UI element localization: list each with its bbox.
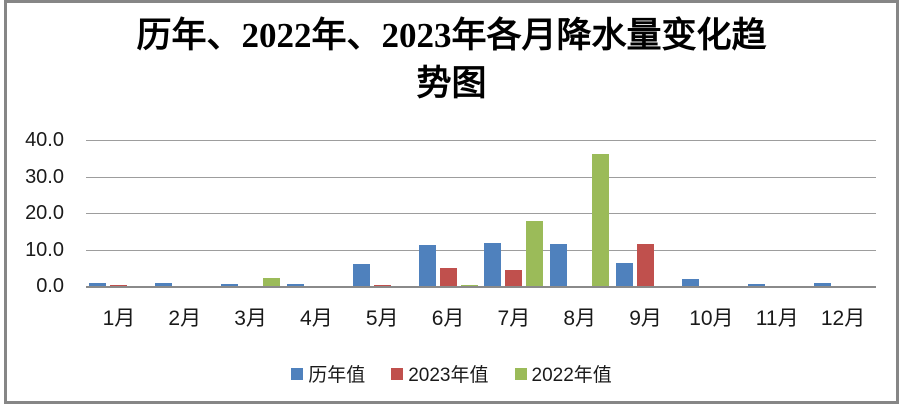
gridline: [86, 213, 876, 214]
legend: 历年值 2023年值 2022年值: [0, 360, 903, 387]
bar-历年值-1月: [89, 283, 107, 286]
bar-2023年值-7月: [505, 270, 523, 286]
y-tick-label: 10.0: [25, 238, 64, 261]
gridline: [86, 176, 876, 178]
month-group-8月: [547, 140, 613, 286]
chart-title-line2: 势图: [416, 64, 487, 103]
bar-2023年值-5月: [373, 285, 391, 286]
bar-历年值-12月: [813, 283, 831, 286]
month-group-2月: [152, 140, 218, 286]
y-tick-label: 40.0: [25, 129, 64, 151]
bar-历年值-3月: [221, 284, 239, 286]
month-group-7月: [481, 140, 547, 286]
gridline: [86, 140, 876, 141]
legend-swatch-icon: [391, 367, 404, 380]
month-group-10月: [678, 140, 744, 286]
bar-2023年值-1月: [110, 285, 128, 286]
x-tick-label-4月: 4月: [300, 307, 333, 330]
bar-2023年值-9月: [637, 244, 655, 286]
y-tick-label: 0.0: [36, 275, 64, 297]
legend-item-2023年值: 2023年值: [391, 360, 489, 387]
bar-历年值-5月: [352, 264, 370, 286]
x-tick-label-7月: 7月: [497, 307, 531, 330]
month-group-1月: [86, 140, 152, 286]
x-tick-label-1月: 1月: [102, 307, 136, 330]
bar-历年值-10月: [681, 279, 699, 286]
month-group-11月: [744, 140, 810, 286]
x-tick-label-2月: 2月: [168, 307, 202, 330]
bar-2022年值-6月: [460, 285, 478, 286]
gridline: [86, 249, 876, 251]
legend-label: 2022年值: [531, 365, 612, 386]
x-tick-label-10月: 10月: [689, 307, 734, 330]
bar-历年值-4月: [286, 284, 304, 286]
bar-2022年值-7月: [526, 221, 544, 286]
month-group-6月: [415, 140, 481, 286]
chart-title-line1: 历年、2022年、2023年各月降水量变化趋: [136, 16, 767, 55]
bar-历年值-9月: [616, 263, 634, 286]
month-group-12月: [810, 140, 876, 286]
x-tick-label-5月: 5月: [365, 307, 399, 330]
legend-item-历年值: 历年值: [291, 360, 365, 387]
legend-label: 历年值: [308, 365, 366, 386]
bars-row: [86, 140, 876, 286]
x-tick-label-11月: 11月: [755, 307, 799, 330]
legend-item-2022年值: 2022年值: [514, 360, 612, 387]
plot-area: [86, 140, 876, 288]
month-group-5月: [349, 140, 415, 286]
x-axis-labels: 1月 2月 3月 4月 5月 6月 7月 8月 9月 10月 11月 12月: [86, 306, 876, 332]
x-tick-label-8月: 8月: [563, 307, 597, 330]
legend-label: 2023年值: [408, 365, 489, 386]
chart-title: 历年、2022年、2023年各月降水量变化趋 势图: [0, 12, 903, 108]
bar-历年值-2月: [155, 283, 173, 286]
y-tick-label: 20.0: [25, 202, 64, 224]
bar-历年值-11月: [747, 284, 765, 286]
legend-swatch-icon: [291, 367, 304, 380]
bar-2023年值-6月: [439, 268, 457, 286]
bar-2022年值-8月: [592, 154, 610, 286]
x-tick-label-3月: 3月: [234, 307, 267, 330]
bar-历年值-7月: [484, 243, 502, 286]
y-tick-label: 30.0: [25, 165, 64, 188]
month-group-3月: [218, 140, 284, 286]
x-tick-label-12月: 12月: [820, 307, 866, 330]
month-group-4月: [283, 140, 349, 286]
month-group-9月: [613, 140, 679, 286]
x-tick-label-9月: 9月: [629, 307, 662, 330]
x-tick-label-6月: 6月: [431, 307, 465, 330]
bar-历年值-8月: [550, 244, 568, 286]
bar-历年值-6月: [418, 245, 436, 286]
chart-frame: [4, 0, 899, 404]
bar-2022年值-3月: [263, 278, 281, 286]
y-axis-labels: 40.0 30.0 20.0 10.0 0.0: [0, 130, 64, 296]
legend-swatch-icon: [514, 367, 527, 380]
